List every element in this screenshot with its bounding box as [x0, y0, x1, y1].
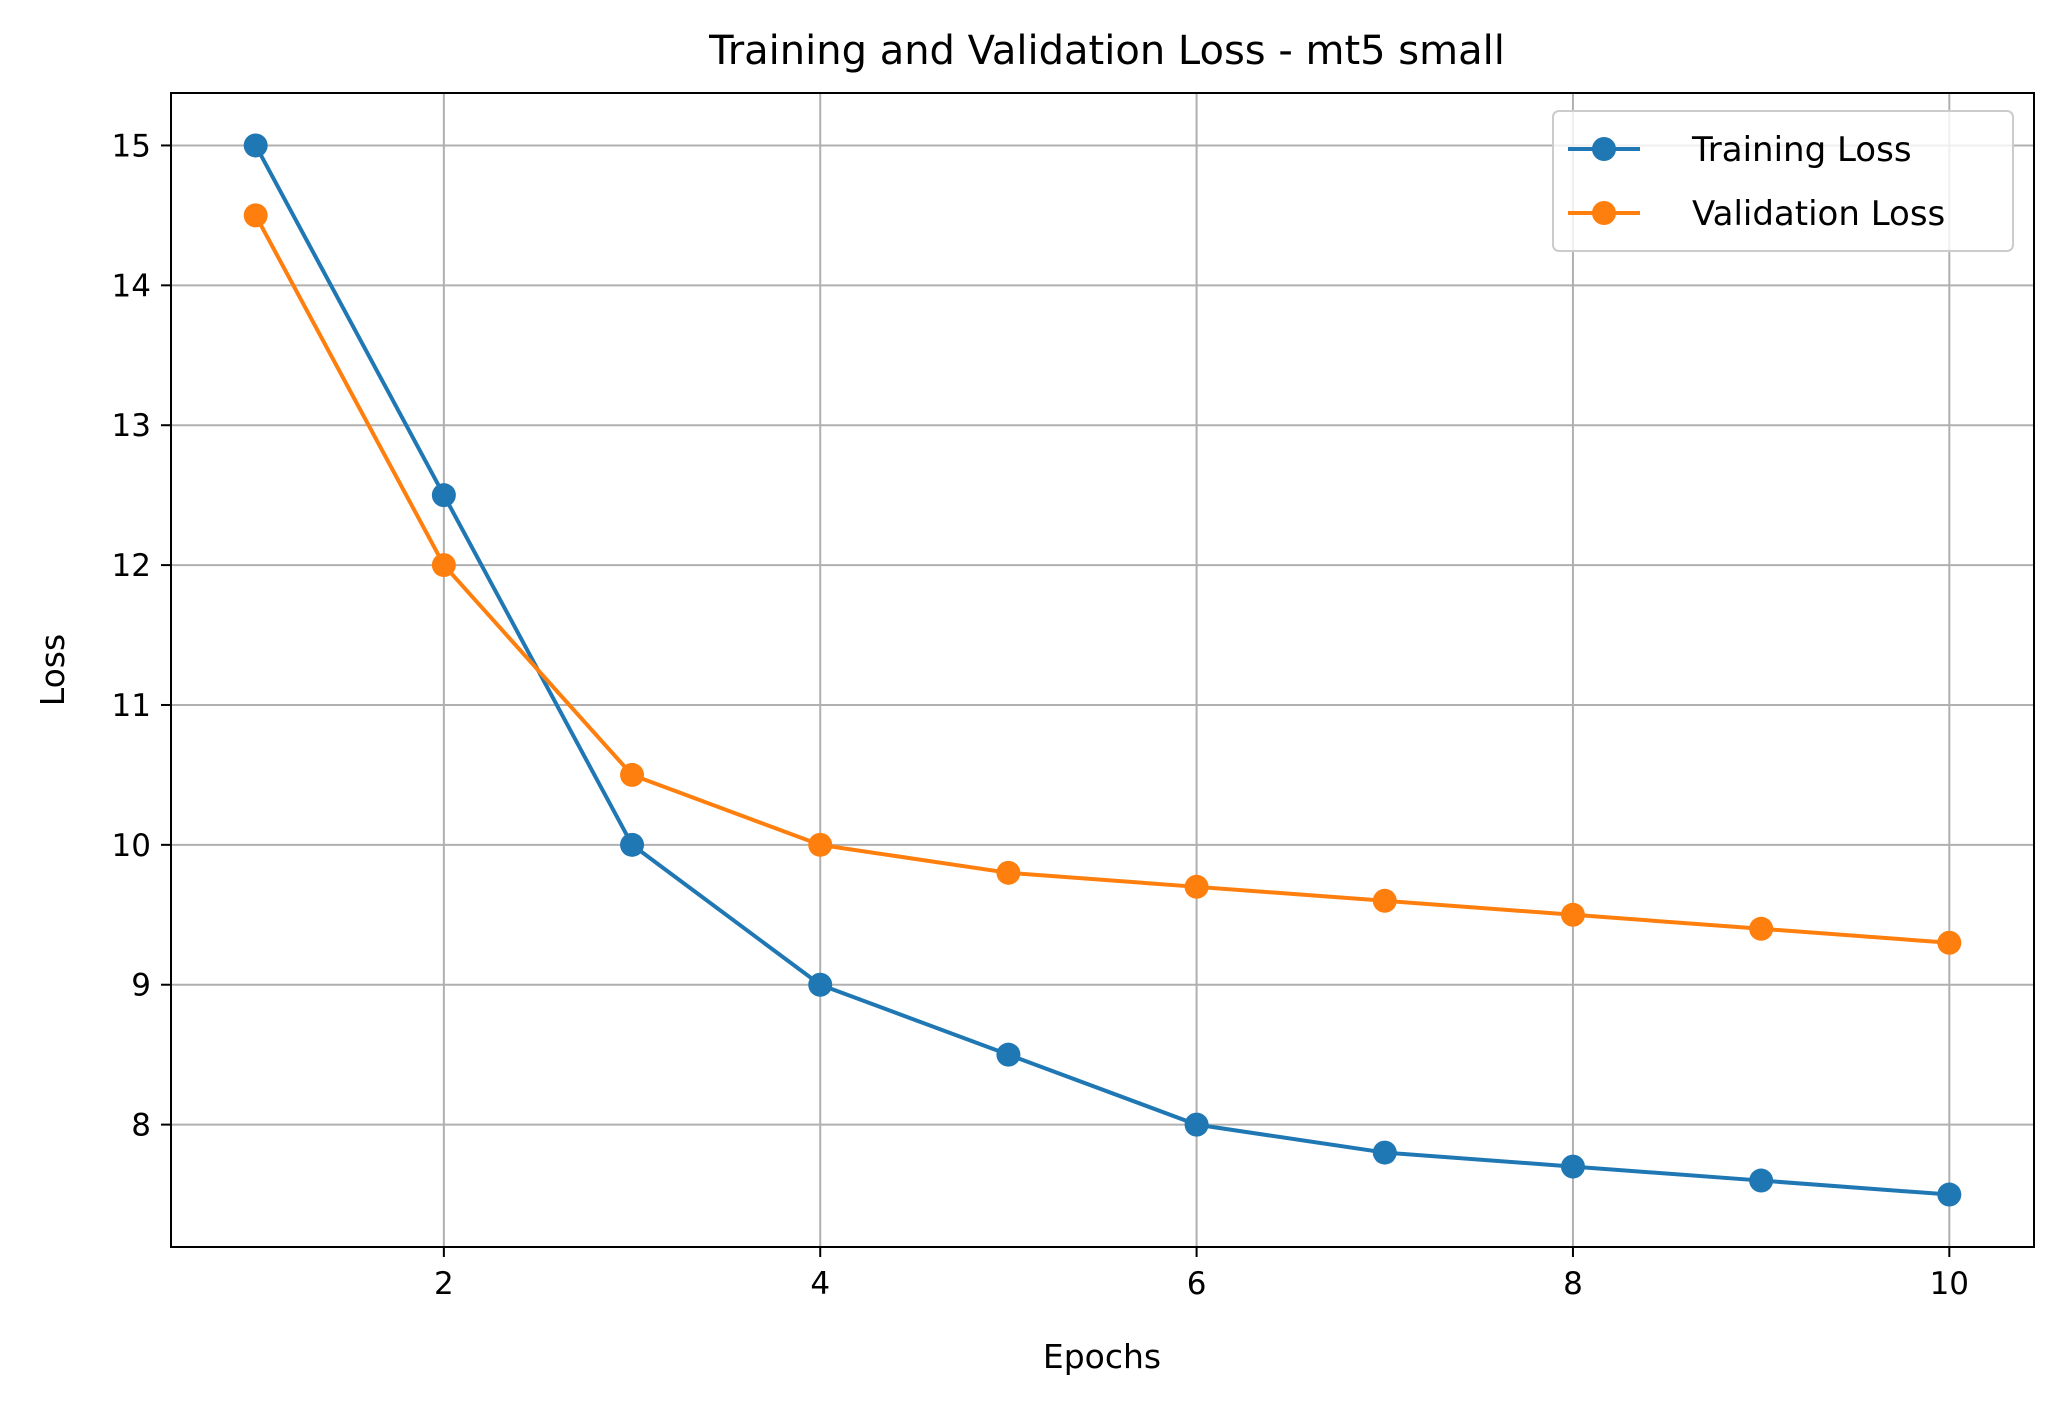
- y-tick-label: 9: [131, 968, 151, 1004]
- x-axis: 2 4 6 8 10: [434, 1247, 1969, 1302]
- data-point: [1560, 902, 1585, 927]
- data-point: [1749, 1168, 1774, 1193]
- x-tick-label: 4: [810, 1266, 830, 1302]
- y-tick-label: 10: [112, 828, 151, 864]
- series-line: [253, 144, 1950, 1197]
- x-tick-label: 6: [1187, 1266, 1207, 1302]
- data-point: [1184, 1112, 1209, 1137]
- y-tick-label: 8: [131, 1108, 151, 1144]
- series-1: [243, 203, 1962, 955]
- legend: Training Loss Validation Loss: [1552, 110, 2014, 252]
- y-tick-label: 12: [112, 548, 151, 584]
- x-axis-label: Epochs: [1043, 1337, 1161, 1376]
- series-line: [253, 214, 1950, 945]
- legend-marker: [1592, 201, 1616, 225]
- data-point: [620, 762, 645, 787]
- x-tick-label: 10: [1930, 1266, 1969, 1302]
- y-tick-label: 15: [112, 128, 151, 164]
- x-tick-label: 2: [434, 1266, 454, 1302]
- data-point: [808, 832, 833, 857]
- legend-marker: [1592, 137, 1616, 161]
- y-tick-label: 14: [112, 268, 151, 304]
- y-axis-label: Loss: [33, 634, 72, 706]
- data-point: [1937, 1182, 1962, 1207]
- x-tick-label: 8: [1563, 1266, 1583, 1302]
- plot-area-frame: [170, 92, 2035, 1248]
- y-axis: 8 9 10 11 12 13 14 15: [112, 128, 171, 1144]
- data-point: [996, 1042, 1021, 1067]
- grid-lines: [171, 93, 2034, 1247]
- data-point: [1184, 874, 1209, 899]
- y-tick-label: 13: [112, 408, 151, 444]
- data-point: [243, 133, 268, 158]
- data-point: [996, 860, 1021, 885]
- data-point: [1372, 1140, 1397, 1165]
- data-point: [1937, 930, 1962, 955]
- data-point: [1749, 916, 1774, 941]
- series-0: [243, 133, 1962, 1207]
- chart-title: Training and Validation Loss - mt5 small: [708, 28, 1505, 74]
- data-point: [808, 972, 833, 997]
- data-point: [1372, 888, 1397, 913]
- legend-box: [1552, 110, 2014, 252]
- legend-label: Validation Loss: [1692, 194, 1945, 234]
- data-point: [431, 483, 456, 508]
- series-layer: [243, 133, 1962, 1207]
- data-point: [620, 832, 645, 857]
- data-point: [431, 553, 456, 578]
- data-point: [243, 203, 268, 228]
- legend-label: Training Loss: [1691, 130, 1912, 170]
- y-tick-label: 11: [112, 688, 151, 724]
- data-point: [1560, 1154, 1585, 1179]
